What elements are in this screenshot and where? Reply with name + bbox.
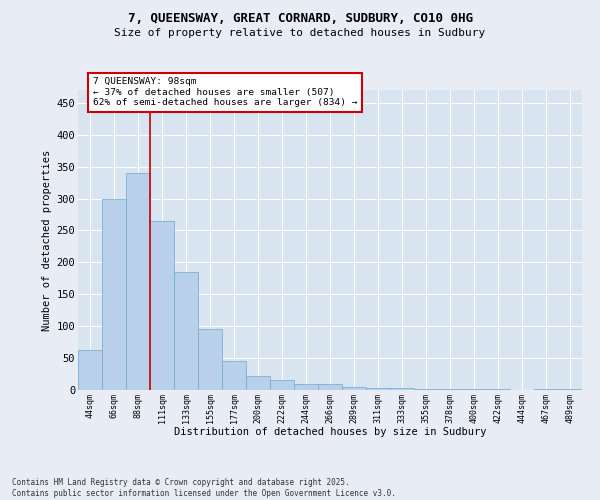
Bar	[246, 376, 270, 390]
Bar	[126, 173, 150, 390]
Bar	[390, 388, 414, 390]
Text: 7, QUEENSWAY, GREAT CORNARD, SUDBURY, CO10 0HG: 7, QUEENSWAY, GREAT CORNARD, SUDBURY, CO…	[128, 12, 473, 26]
Bar	[222, 362, 246, 390]
Bar	[198, 330, 222, 390]
Bar	[102, 198, 126, 390]
Bar	[366, 388, 390, 390]
Bar	[294, 384, 318, 390]
Text: Size of property relative to detached houses in Sudbury: Size of property relative to detached ho…	[115, 28, 485, 38]
Text: 7 QUEENSWAY: 98sqm
← 37% of detached houses are smaller (507)
62% of semi-detach: 7 QUEENSWAY: 98sqm ← 37% of detached hou…	[93, 78, 358, 108]
Bar	[150, 221, 174, 390]
Bar	[342, 388, 366, 390]
Bar	[438, 388, 462, 390]
Bar	[318, 384, 342, 390]
Bar	[414, 388, 438, 390]
Text: Contains HM Land Registry data © Crown copyright and database right 2025.
Contai: Contains HM Land Registry data © Crown c…	[12, 478, 396, 498]
Bar	[270, 380, 294, 390]
Y-axis label: Number of detached properties: Number of detached properties	[43, 150, 52, 330]
X-axis label: Distribution of detached houses by size in Sudbury: Distribution of detached houses by size …	[174, 427, 486, 437]
Bar	[78, 350, 102, 390]
Bar	[174, 272, 198, 390]
